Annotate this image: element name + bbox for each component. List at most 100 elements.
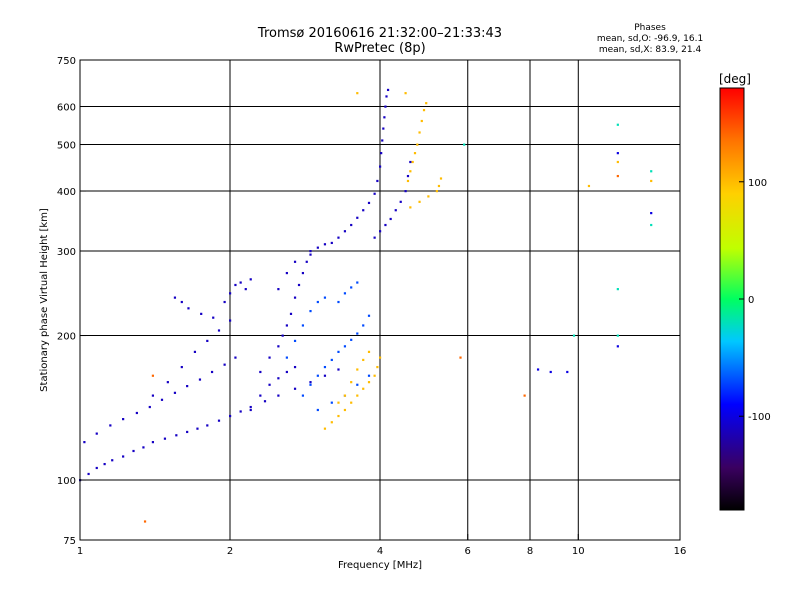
data-point [239, 410, 242, 413]
data-point [234, 356, 237, 359]
data-point [277, 345, 280, 348]
y-axis-label: Stationary phase Virtual Height [km] [39, 208, 50, 392]
data-point [111, 459, 114, 462]
data-point [277, 377, 280, 380]
data-point [367, 381, 371, 384]
data-point [234, 283, 237, 287]
data-point [206, 424, 209, 427]
data-point [293, 296, 297, 299]
data-point [293, 365, 297, 369]
data-point [422, 109, 426, 112]
data-point [268, 383, 271, 386]
data-point [196, 427, 199, 430]
data-point [437, 184, 441, 188]
phase-stats-x: mean, sd,X: 83.9, 21.4 [598, 45, 702, 55]
data-point [249, 278, 252, 281]
data-point [650, 223, 653, 227]
y-tick-label: 300 [57, 247, 76, 258]
data-point [223, 363, 226, 366]
data-point [249, 408, 252, 412]
y-axis-ticks: 75 100 200 300 400 500 600 750 [57, 56, 86, 547]
data-point [259, 370, 262, 374]
y-tick-label: 500 [57, 141, 76, 152]
data-point [337, 414, 340, 418]
data-point [263, 400, 267, 403]
data-point [309, 250, 312, 253]
data-point [459, 356, 462, 359]
data-point [413, 152, 417, 155]
data-point [297, 283, 301, 287]
data-point [180, 300, 183, 304]
data-point [350, 401, 353, 404]
data-point [309, 381, 312, 384]
data-point [148, 405, 151, 409]
data-point [523, 394, 526, 397]
data-point [109, 424, 112, 427]
data-point [206, 339, 209, 343]
data-point [122, 418, 125, 421]
data-point [362, 209, 365, 212]
data-point [350, 286, 353, 289]
y-tick-label: 200 [57, 332, 76, 343]
chart-title-block: Tromsø 20160616 21:32:00–21:33:43 RwPret… [200, 26, 560, 56]
data-point [373, 192, 376, 195]
data-point [151, 441, 155, 444]
data-point [337, 368, 340, 371]
data-point [376, 179, 379, 183]
x-tick-label: 1 [77, 546, 83, 557]
x-tick-label: 6 [465, 546, 471, 557]
data-point [356, 92, 359, 95]
data-point [309, 383, 312, 386]
x-tick-label: 2 [227, 546, 233, 557]
data-point [616, 345, 619, 348]
data-point [420, 119, 423, 123]
data-point [362, 358, 365, 362]
data-point [384, 223, 387, 227]
data-point [416, 143, 419, 146]
data-point [356, 383, 359, 386]
data-point [394, 209, 397, 212]
data-point [381, 139, 384, 142]
data-point [362, 324, 365, 327]
data-point [293, 387, 297, 390]
data-point [379, 356, 382, 359]
data-point [418, 131, 421, 134]
data-point [343, 394, 347, 397]
data-point [572, 334, 576, 337]
data-point [186, 384, 189, 388]
data-point [409, 160, 412, 164]
data-point [343, 408, 347, 412]
data-point [323, 365, 327, 369]
data-point [301, 394, 305, 397]
data-point [166, 381, 169, 384]
data-point [301, 324, 305, 327]
data-point [337, 350, 340, 353]
y-tick-label: 750 [57, 56, 76, 67]
data-point [404, 190, 407, 193]
chart-subtitle: RwPretec (8p) [334, 41, 426, 56]
colorbar-tick-label: 0 [748, 295, 754, 306]
data-point [180, 365, 183, 369]
data-point [384, 105, 387, 108]
data-point [223, 300, 226, 304]
data-point [212, 316, 215, 319]
data-point [330, 421, 333, 424]
data-point [249, 405, 252, 409]
data-point [187, 307, 190, 310]
data-point [289, 312, 293, 315]
x-axis-ticks: 1 2 4 6 8 10 16 [77, 534, 686, 557]
colorbar-ticks: 100 0 -100 [739, 178, 771, 423]
data-point [367, 201, 371, 205]
data-point [323, 374, 327, 377]
colorbar-tick-label: 100 [748, 178, 767, 189]
data-point [281, 334, 284, 337]
data-point [173, 391, 177, 394]
data-point [193, 350, 197, 353]
data-point [186, 430, 189, 434]
data-point [337, 236, 340, 239]
data-point [95, 466, 98, 470]
data-point [350, 338, 353, 341]
data-point [143, 520, 147, 523]
data-point [536, 368, 540, 371]
